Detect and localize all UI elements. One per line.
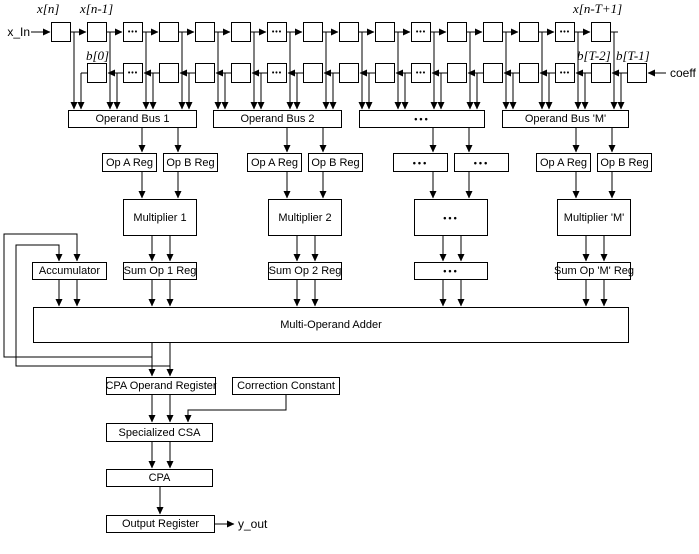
- multiplier-dots: •••: [414, 199, 488, 236]
- coeff-shift-register-15: [627, 63, 647, 83]
- x-shift-register-11: [447, 22, 467, 42]
- coeff-shift-register-6: [303, 63, 323, 83]
- x-shift-register-5: [231, 22, 251, 42]
- x-n-label: x[n]: [37, 1, 60, 16]
- coeff-shift-register-9: •••: [411, 63, 431, 83]
- multiplier-m: Multiplier 'M': [557, 199, 631, 236]
- b-0-label: b[0]: [86, 48, 110, 63]
- operand-bus-dots: •••: [359, 110, 485, 128]
- op-b-reg-m: Op B Reg: [597, 153, 652, 172]
- coeff-shift-register-11: [483, 63, 503, 83]
- x-n-T-1-label: x[n-T+1]: [573, 1, 623, 16]
- coeff-shift-register-2: [159, 63, 179, 83]
- coeff-shift-register-8: [375, 63, 395, 83]
- coeff-shift-register-4: [231, 63, 251, 83]
- op-a-reg-1: Op A Reg: [102, 153, 157, 172]
- op-a-reg-m: Op A Reg: [536, 153, 591, 172]
- operand-bus-2: Operand Bus 2: [213, 110, 342, 128]
- x-shift-register-3: [159, 22, 179, 42]
- x-shift-register-7: [303, 22, 323, 42]
- x-shift-register-14: •••: [555, 22, 575, 42]
- op-b-reg-2: Op B Reg: [308, 153, 363, 172]
- op-b-reg-dots: •••: [454, 153, 509, 172]
- x-n-1-label: x[n-1]: [80, 1, 114, 16]
- multiplier-2: Multiplier 2: [268, 199, 342, 236]
- operand-bus-1: Operand Bus 1: [68, 110, 197, 128]
- coeff-shift-register-0: [87, 63, 107, 83]
- accumulator: Accumulator: [32, 262, 107, 280]
- x-shift-register-6: •••: [267, 22, 287, 42]
- coeff-shift-register-5: •••: [267, 63, 287, 83]
- operand-bus-m: Operand Bus 'M': [502, 110, 629, 128]
- x-shift-register-15: [591, 22, 611, 42]
- coeff-shift-register-1: •••: [123, 63, 143, 83]
- coeff-shift-register-12: [519, 63, 539, 83]
- wire: [3, 233, 152, 358]
- output-register: Output Register: [106, 515, 215, 533]
- cpa: CPA: [106, 469, 213, 487]
- x-shift-register-10: •••: [411, 22, 431, 42]
- sum-op-m-reg: Sum Op 'M' Reg: [554, 262, 634, 280]
- op-a-reg-dots: •••: [393, 153, 448, 172]
- sum-op-1-reg: Sum Op 1 Reg: [123, 262, 197, 280]
- x-shift-register-0: [51, 22, 71, 42]
- coeff-shift-register-7: [339, 63, 359, 83]
- x-shift-register-13: [519, 22, 539, 42]
- coeff-shift-register-10: [447, 63, 467, 83]
- b-T-1-label: b[T-1]: [616, 48, 650, 63]
- op-a-reg-2: Op A Reg: [247, 153, 302, 172]
- b-T-2-label: b[T-2]: [577, 48, 611, 63]
- op-b-reg-1: Op B Reg: [163, 153, 218, 172]
- multiplier-1: Multiplier 1: [123, 199, 197, 236]
- coeff-shift-register-14: [591, 63, 611, 83]
- x-shift-register-8: [339, 22, 359, 42]
- specialized-csa: Specialized CSA: [106, 423, 213, 442]
- wire: [15, 244, 170, 367]
- sum-op-dots-reg: •••: [414, 262, 488, 280]
- x-in-label: x_In: [7, 25, 30, 39]
- coeff-label: coeff: [670, 66, 696, 80]
- coeff-shift-register-13: •••: [555, 63, 575, 83]
- coeff-shift-register-3: [195, 63, 215, 83]
- x-shift-register-9: [375, 22, 395, 42]
- x-shift-register-12: [483, 22, 503, 42]
- multi-operand-adder: Multi-Operand Adder: [33, 307, 629, 343]
- sum-op-2-reg: Sum Op 2 Reg: [268, 262, 342, 280]
- x-shift-register-4: [195, 22, 215, 42]
- x-shift-register-1: [87, 22, 107, 42]
- cpa-operand-register: CPA Operand Register: [105, 377, 217, 395]
- y-out-label: y_out: [238, 517, 268, 531]
- x-shift-register-2: •••: [123, 22, 143, 42]
- correction-constant: Correction Constant: [232, 377, 340, 395]
- wire: [184, 395, 287, 423]
